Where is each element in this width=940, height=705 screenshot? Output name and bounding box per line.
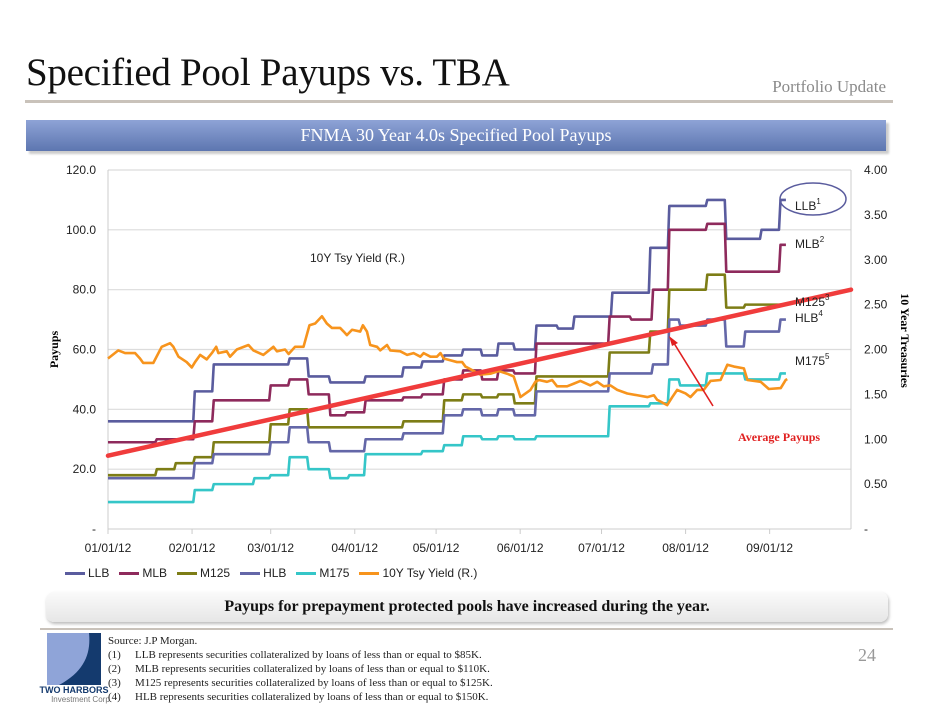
legend-label: MLB	[142, 566, 168, 580]
footnote-number: (1)	[108, 649, 121, 661]
legend-swatch	[359, 571, 380, 575]
legend-label: M175	[319, 566, 350, 580]
legend-swatch	[119, 571, 140, 575]
y2-tick-label: 0.50	[864, 477, 888, 491]
y-tick-label: 100.0	[66, 223, 96, 237]
x-tick-label: 08/01/12	[662, 541, 709, 555]
footnote-number: (2)	[108, 663, 121, 675]
header-divider	[25, 100, 893, 103]
x-tick-label: 04/01/12	[331, 541, 378, 555]
series-line-hlb	[108, 318, 786, 480]
footnote-number: (3)	[108, 677, 121, 689]
series-line-llb	[108, 198, 786, 423]
footnote-text: HLB represents securities collateralized…	[135, 691, 489, 703]
footnote: (2) MLB represents securities collaterali…	[108, 662, 493, 676]
footnote: (1) LLB represents securities collaterali…	[108, 648, 493, 662]
logo-text: TWO HARBORS	[39, 685, 109, 695]
y2-tick-label: 2.00	[864, 343, 888, 357]
source-note: Source: J.P Morgan.	[108, 635, 198, 647]
average-arrow	[671, 339, 714, 407]
y2-tick-label: 1.00	[864, 432, 888, 446]
legend-label: 10Y Tsy Yield (R.)	[382, 566, 478, 580]
series-end-label-text: MLB	[795, 237, 820, 251]
series-end-label-text: HLB	[795, 311, 818, 325]
legend-item: MLB	[119, 566, 167, 580]
footnote: (4) HLB represents securities collaterali…	[108, 690, 493, 704]
footnote-superscript: 3	[825, 293, 830, 302]
arrow-head-icon	[669, 336, 678, 346]
x-tick-label: 07/01/12	[578, 541, 625, 555]
payups-chart: - 20.0 40.0 60.0 80.0 100.0 120.0 - 0.50 1.00 1.50…	[47, 163, 912, 555]
x-tick-label: 01/01/12	[85, 541, 132, 555]
legend-item: HLB	[240, 566, 286, 580]
page-number: 24	[858, 645, 876, 665]
footer-divider	[40, 628, 893, 630]
footnote: (3) M125 represents securities collateral…	[108, 676, 493, 690]
legend-item: LLB	[65, 566, 109, 580]
y-tick-label: 20.0	[73, 462, 97, 476]
footnote-superscript: 5	[825, 352, 830, 361]
y2-tick-label: 4.00	[864, 163, 888, 177]
legend-label: HLB	[263, 566, 287, 580]
legend-item: 10Y Tsy Yield (R.)	[359, 566, 477, 580]
legend-swatch	[296, 571, 317, 575]
series-end-label-text: LLB	[795, 199, 816, 213]
series-end-label: M1253	[795, 293, 830, 309]
legend-label: LLB	[88, 566, 110, 580]
footnote-superscript: 1	[816, 197, 821, 206]
two-harbors-logo	[47, 633, 101, 685]
legend-item: M175	[296, 566, 349, 580]
page-title: Specified Pool Payups vs. TBA	[26, 51, 510, 94]
legend-label: M125	[200, 566, 231, 580]
y2-tick-label: -	[864, 522, 868, 536]
yield-annotation: 10Y Tsy Yield (R.)	[310, 251, 405, 265]
average-trend-line	[105, 287, 854, 458]
series-end-label: M1755	[795, 352, 830, 368]
llb-highlight-ellipse	[779, 182, 847, 216]
y-tick-label: 60.0	[73, 343, 97, 357]
callout-box: Payups for prepayment protected pools ha…	[46, 592, 888, 622]
footnote-text: LLB represents securities collateralized…	[135, 649, 482, 661]
y-tick-label: 120.0	[66, 163, 96, 177]
y2-axis-title: 10 Year Treasuries	[898, 293, 912, 388]
y-tick-label: 80.0	[73, 283, 97, 297]
legend-swatch	[177, 571, 198, 575]
y2-tick-label: 3.50	[864, 208, 888, 222]
series-end-label-text: M175	[795, 354, 825, 368]
chart-legend: LLB MLB M125 HLB M175 10Y Tsy Yield (R.)	[65, 566, 477, 580]
series-end-label: HLB4	[795, 309, 823, 325]
footnote-text: M125 represents securities collateralize…	[135, 677, 493, 689]
series-end-label: LLB1	[795, 197, 821, 213]
chart-title-banner: FNMA 30 Year 4.0s Specified Pool Payups	[26, 120, 886, 151]
legend-swatch	[65, 571, 85, 575]
y2-tick-label: 3.00	[864, 253, 888, 267]
y2-tick-label: 1.50	[864, 387, 888, 401]
x-tick-label: 05/01/12	[413, 541, 460, 555]
x-tick-label: 09/01/12	[746, 541, 793, 555]
x-tick-label: 02/01/12	[169, 541, 216, 555]
logo-subtext: Investment Corp.	[51, 695, 112, 704]
y2-tick-label: 2.50	[864, 298, 888, 312]
series-end-label-text: M125	[795, 295, 825, 309]
footnote-number: (4)	[108, 691, 121, 703]
footnote-superscript: 2	[820, 235, 825, 244]
series-line-m175	[108, 372, 786, 504]
x-tick-label: 06/01/12	[497, 541, 544, 555]
series-end-label: MLB2	[795, 235, 825, 251]
series-line-m125	[108, 273, 786, 477]
footnote-superscript: 4	[818, 309, 823, 318]
y-tick-label: 40.0	[73, 402, 97, 416]
x-tick-label: 03/01/12	[247, 541, 294, 555]
section-label: Portfolio Update	[772, 77, 886, 96]
average-payups-annotation: Average Payups	[738, 430, 820, 444]
footnotes: Source: J.P Morgan. (1) LLB represents se…	[108, 634, 493, 705]
series-line-10y-tsy-yield-r-	[107, 314, 788, 407]
footnote-text: MLB represents securities collateralized…	[135, 663, 490, 675]
y-tick-label: -	[92, 522, 96, 536]
legend-item: M125	[177, 566, 230, 580]
legend-swatch	[240, 571, 261, 575]
y-axis-title: Payups	[47, 331, 61, 369]
